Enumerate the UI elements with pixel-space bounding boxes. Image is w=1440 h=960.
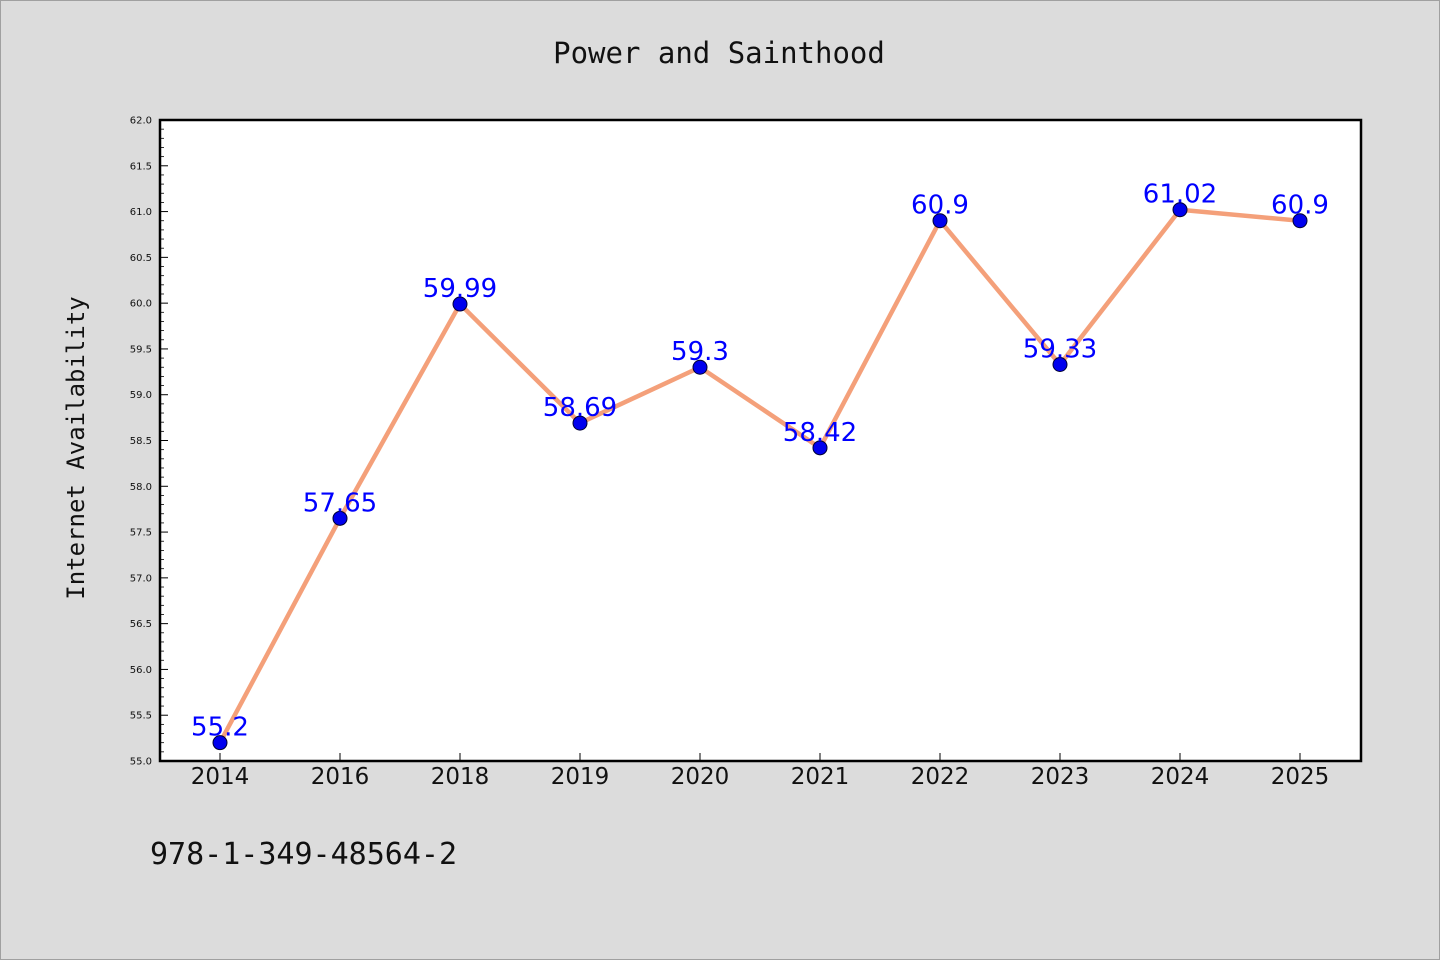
data-point <box>212 735 228 751</box>
y-tick-label: 59.0 <box>130 390 152 401</box>
x-tick-label: 2021 <box>791 764 850 790</box>
y-tick-label: 60.0 <box>130 299 152 310</box>
y-tick-label: 57.5 <box>130 528 152 539</box>
data-point <box>1052 356 1068 372</box>
x-tick-label: 2022 <box>911 764 970 790</box>
x-tick-label: 2024 <box>1151 764 1210 790</box>
y-tick-label: 61.0 <box>130 207 152 218</box>
plot-area <box>160 120 1361 761</box>
data-label: 55.2 <box>191 713 249 743</box>
data-point <box>332 510 348 526</box>
data-label: 59.99 <box>423 274 497 304</box>
data-label: 59.33 <box>1023 334 1097 364</box>
y-tick-label: 55.0 <box>130 757 152 768</box>
series-line <box>217 207 1303 745</box>
data-point <box>1172 202 1188 218</box>
data-label: 60.9 <box>1271 191 1329 221</box>
y-axis-ticks: 55.0 55.5 56.0 56.5 57.0 57.5 58.0 58.5 59.0 59.5… <box>130 116 168 768</box>
data-label: 57.65 <box>303 488 377 518</box>
data-point <box>572 415 588 431</box>
x-tick-label: 2016 <box>311 764 370 790</box>
x-tick-label: 2014 <box>191 764 250 790</box>
data-point <box>692 359 708 375</box>
x-tick-label: 2018 <box>431 764 490 790</box>
data-point <box>1292 213 1308 229</box>
data-label: 59.3 <box>671 337 729 367</box>
y-tick-label: 61.5 <box>130 161 152 172</box>
x-tick-label: 2019 <box>551 764 610 790</box>
x-tick-label: 2020 <box>671 764 730 790</box>
y-tick-label: 58.0 <box>130 482 152 493</box>
series-layer: 55.2 57.65 59.99 58.69 59.3 58.42 60.9 59.33 61.… <box>191 180 1329 751</box>
x-tick-label: 2023 <box>1031 764 1090 790</box>
data-point <box>932 213 948 229</box>
data-label: 58.42 <box>783 418 857 448</box>
y-tick-label: 62.0 <box>130 116 152 127</box>
isbn-text: 978-1-349-48564-2 <box>150 837 457 872</box>
y-tick-label: 55.5 <box>130 711 152 722</box>
y-tick-label: 60.5 <box>130 253 152 264</box>
data-point <box>812 440 828 456</box>
y-tick-label: 58.5 <box>130 436 152 447</box>
data-label: 60.9 <box>911 191 969 221</box>
y-tick-label: 56.0 <box>130 665 152 676</box>
x-axis-ticks: 2014 2016 2018 2019 2020 2021 2022 2023 2024 2025 <box>191 753 1330 790</box>
y-tick-label: 56.5 <box>130 619 152 630</box>
data-point <box>452 296 468 312</box>
data-label: 58.69 <box>543 393 617 423</box>
x-tick-label: 2025 <box>1271 764 1330 790</box>
plot-frame <box>158 118 1363 763</box>
chart-title: Power and Sainthood <box>553 36 885 70</box>
data-label: 61.02 <box>1143 180 1217 210</box>
y-axis-label: Internet Availability <box>62 296 90 599</box>
y-tick-label: 57.0 <box>130 573 152 584</box>
y-tick-label: 59.5 <box>130 344 152 355</box>
